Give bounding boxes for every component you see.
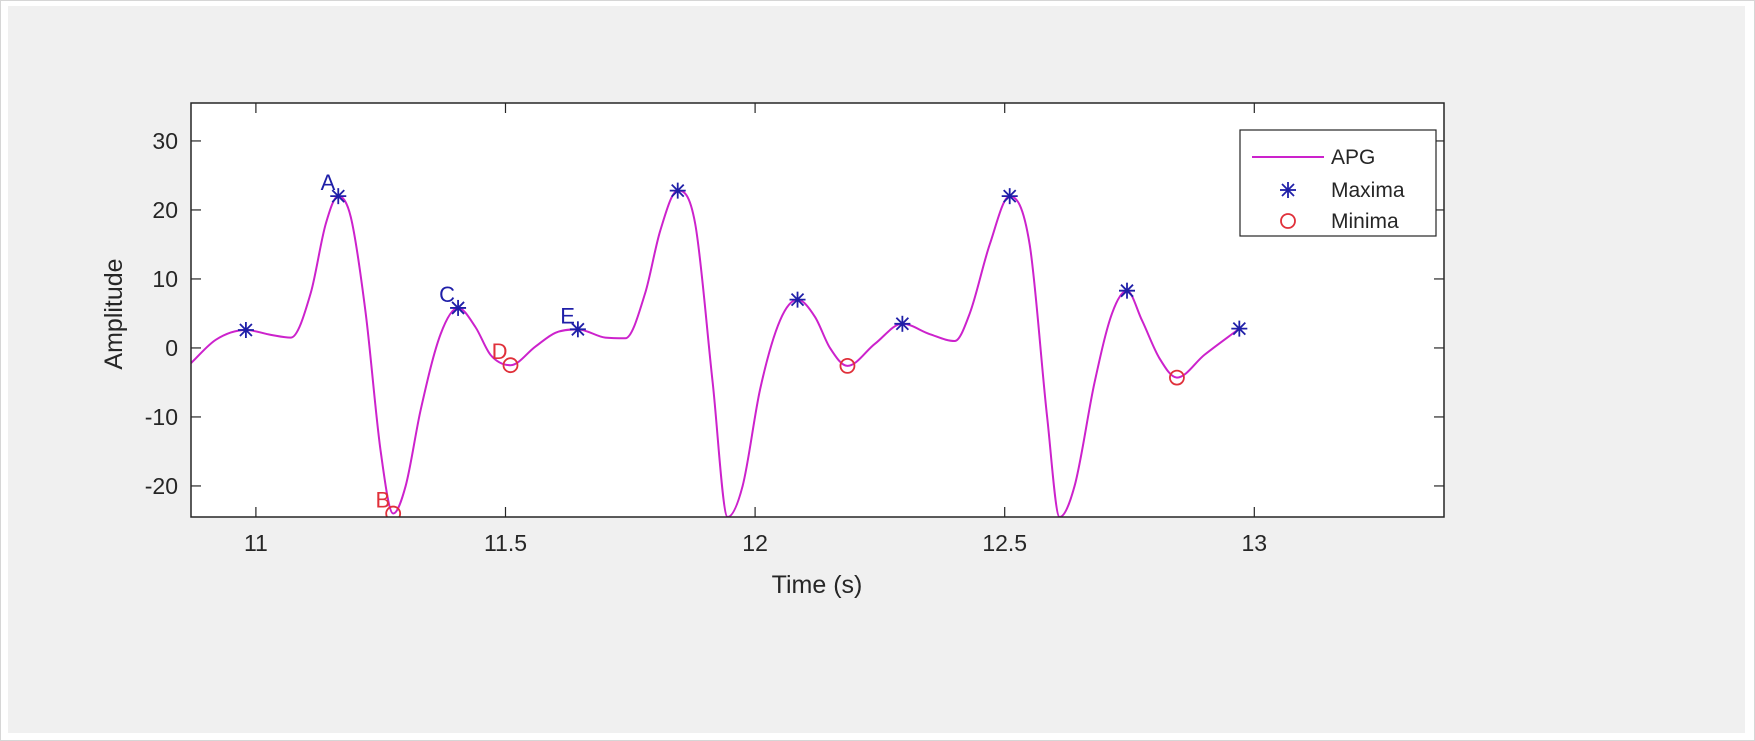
maxima-point xyxy=(569,321,586,338)
maxima-point xyxy=(1231,320,1248,337)
minima-markers xyxy=(385,357,1185,517)
annotation-label: B xyxy=(375,488,390,513)
legend-asterisk-icon xyxy=(1280,182,1296,198)
x-tick-label: 13 xyxy=(1242,530,1268,556)
maxima-point xyxy=(1119,282,1136,299)
legend-box xyxy=(1239,129,1437,237)
annotation-label: C xyxy=(439,282,455,307)
minima-point xyxy=(1169,369,1185,386)
maxima-markers xyxy=(237,182,1248,339)
minima-point xyxy=(839,357,856,374)
annotation-label: E xyxy=(560,303,575,328)
minima-point xyxy=(385,505,402,517)
legend-label-maxima: Maxima xyxy=(1331,179,1405,202)
legend-label-apg: APG xyxy=(1331,146,1375,169)
legend-label-minima: Minima xyxy=(1331,210,1399,233)
x-tick-label: 11.5 xyxy=(484,530,527,556)
x-tick-label: 11 xyxy=(244,530,268,556)
y-tick-label: 20 xyxy=(152,197,178,223)
plot-border xyxy=(190,102,1445,518)
y-tick-label: 0 xyxy=(165,335,178,361)
y-tick-label: 10 xyxy=(152,266,178,292)
plot-area xyxy=(191,103,1444,517)
x-axis-ticks: 11 11.5 12 12.5 13 xyxy=(244,103,1267,556)
maxima-point xyxy=(450,299,467,316)
maxima-point xyxy=(894,315,911,332)
x-tick-label: 12.5 xyxy=(982,530,1027,556)
series-line-apg xyxy=(191,189,1240,517)
y-tick-label: -20 xyxy=(145,473,178,499)
maxima-point xyxy=(789,291,806,308)
maxima-point xyxy=(669,182,686,199)
y-tick-label: 30 xyxy=(152,128,178,154)
annotation-label: A xyxy=(321,170,336,195)
point-annotations: A B C D E xyxy=(321,170,575,512)
legend: APG Maxima Minima xyxy=(1239,129,1437,237)
maxima-point xyxy=(237,322,254,339)
legend-circle-icon xyxy=(1280,213,1296,229)
y-axis-label: Amplitude xyxy=(100,258,128,369)
minima-point xyxy=(502,357,519,374)
maxima-point xyxy=(1001,188,1018,205)
y-tick-label: -10 xyxy=(145,404,178,430)
x-tick-label: 12 xyxy=(742,530,768,556)
x-axis-label: Time (s) xyxy=(772,571,863,599)
annotation-label: D xyxy=(492,339,508,364)
y-axis-ticks: -20 -10 0 10 20 30 xyxy=(145,128,1444,499)
maxima-point xyxy=(330,188,347,205)
